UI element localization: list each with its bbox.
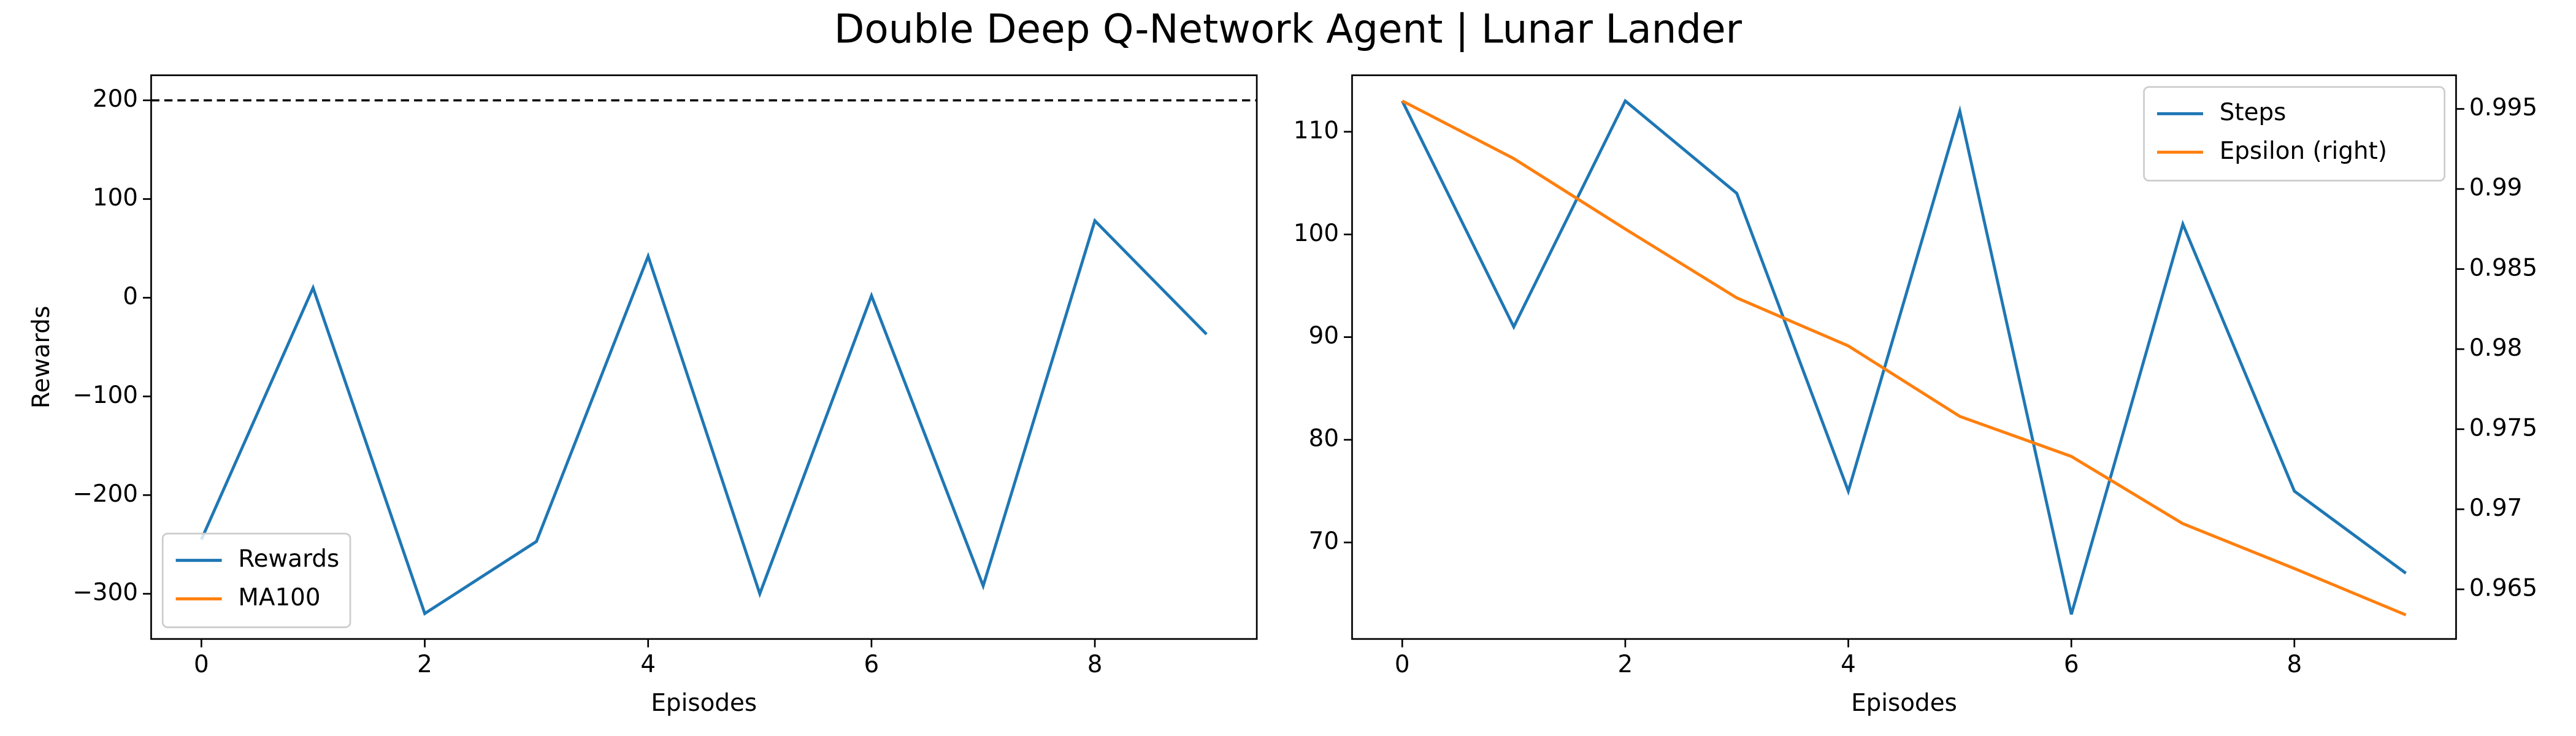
x-tick-label: 6 [2064, 651, 2079, 678]
y2-tick-label: 0.995 [2469, 94, 2537, 121]
y-tick-label: 200 [93, 85, 138, 113]
x-tick-label: 0 [1395, 651, 1410, 678]
legend-box [161, 532, 351, 629]
axes-frame [1351, 74, 2457, 640]
y-axis-label: Rewards [28, 305, 55, 408]
y-tick-label: 0 [123, 283, 138, 310]
figure-title: Double Deep Q-Network Agent | Lunar Land… [834, 6, 1742, 53]
legend-label: MA100 [238, 584, 320, 611]
y-tick-label: −100 [72, 381, 138, 409]
x-axis-label: Episodes [651, 689, 757, 716]
x-tick-label: 2 [1618, 651, 1633, 678]
x-tick-label: 8 [2287, 651, 2302, 678]
x-tick-label: 0 [194, 651, 209, 678]
y-tick-label: 100 [1294, 219, 1339, 247]
legend-label: Rewards [238, 545, 339, 573]
y-tick-label: 110 [1294, 117, 1339, 144]
legend-box [2143, 86, 2446, 182]
y-tick-label: −300 [72, 578, 138, 606]
y2-tick-label: 0.985 [2469, 254, 2537, 282]
x-tick-label: 4 [640, 651, 656, 678]
y-tick-label: 80 [1309, 424, 1339, 452]
x-tick-label: 6 [864, 651, 880, 678]
x-tick-label: 4 [1841, 651, 1856, 678]
y2-tick-label: 0.99 [2469, 174, 2522, 201]
y2-tick-label: 0.965 [2469, 574, 2537, 602]
y-tick-label: 100 [93, 184, 138, 212]
x-tick-label: 2 [417, 651, 432, 678]
series-line [1401, 98, 2407, 615]
x-tick-label: 8 [1087, 651, 1103, 678]
y2-tick-label: 0.97 [2469, 494, 2522, 522]
series-line [200, 218, 1208, 616]
series-line [1401, 99, 2407, 616]
y-tick-label: 90 [1309, 322, 1339, 350]
legend-label: Steps [2220, 99, 2287, 126]
axes-frame [150, 74, 1258, 640]
y-tick-label: 70 [1309, 527, 1339, 555]
x-axis-label: Episodes [1851, 689, 1957, 716]
y-tick-label: −200 [72, 480, 138, 507]
legend-label: Epsilon (right) [2220, 137, 2387, 164]
y2-tick-label: 0.98 [2469, 334, 2522, 361]
y2-tick-label: 0.975 [2469, 414, 2537, 442]
